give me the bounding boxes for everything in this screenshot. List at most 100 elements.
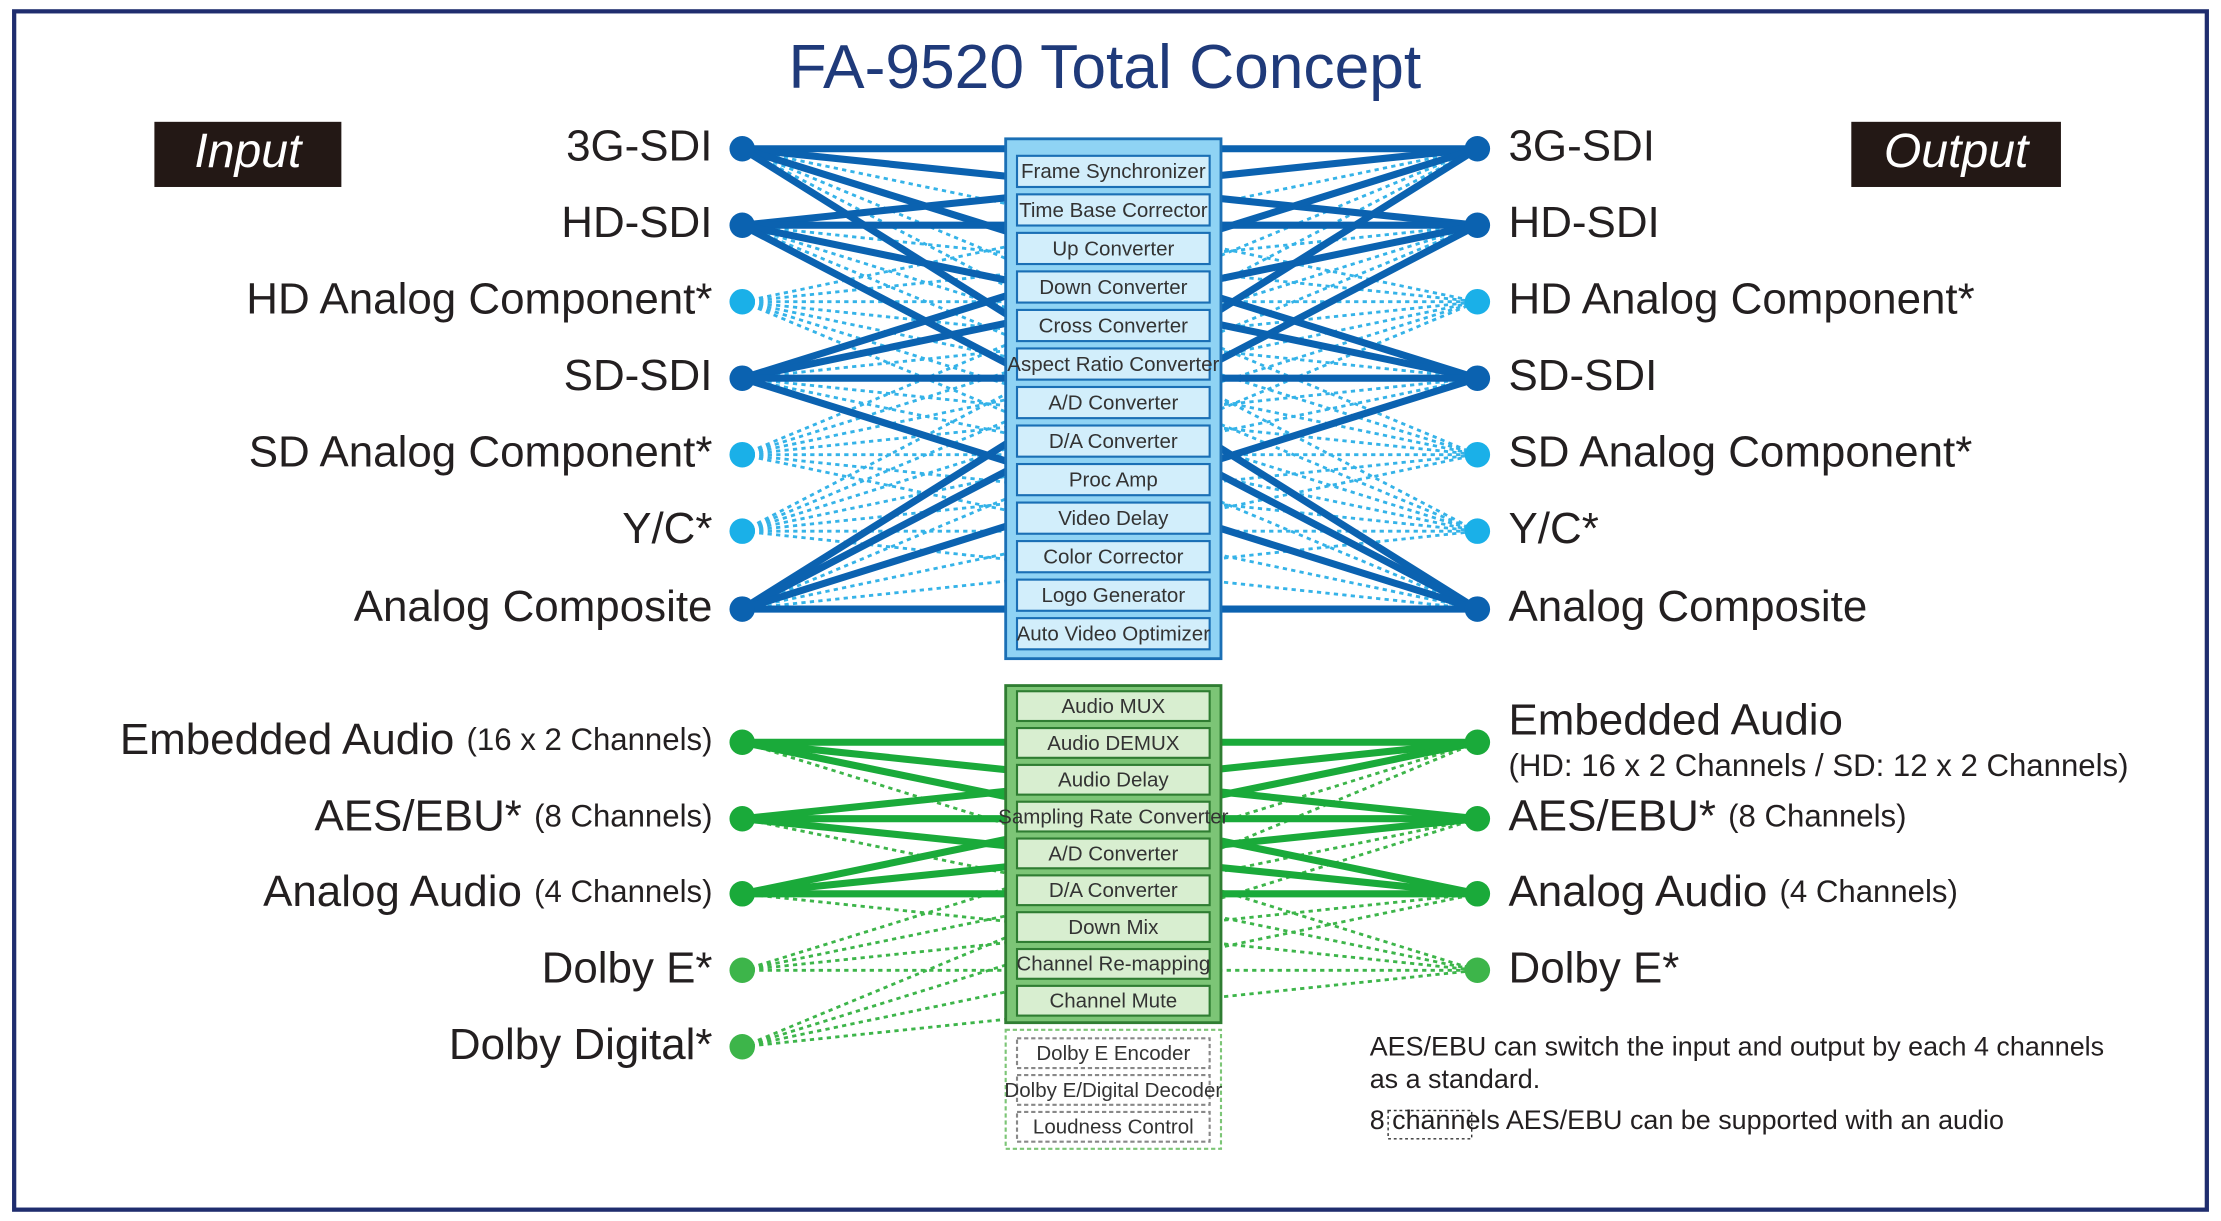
function-box — [1015, 154, 1211, 189]
node-name: Y/C* — [1509, 504, 1599, 553]
function-box — [1015, 874, 1211, 907]
node-sub: (HD: 16 x 2 Channels / SD: 12 x 2 Channe… — [1509, 748, 2129, 783]
function-box — [1015, 424, 1211, 458]
function-label: Channel Mute — [1049, 990, 1177, 1013]
node — [729, 288, 755, 315]
connection — [741, 223, 1478, 533]
function-label: A/D Converter — [1048, 842, 1178, 865]
node-label: Analog Composite — [354, 582, 713, 631]
node — [729, 596, 755, 622]
node-name: SD Analog Component* — [1509, 427, 1973, 476]
node — [1464, 135, 1491, 162]
node — [1464, 288, 1491, 315]
node-label: Embedded Audio (16 x 2 Channels) — [120, 715, 713, 764]
function-box — [1015, 984, 1211, 1017]
function-label: Audio DEMUX — [1047, 732, 1180, 755]
function-label: Aspect Ratio Converter — [1007, 353, 1219, 376]
function-label: Logo Generator — [1041, 584, 1185, 607]
node — [1464, 518, 1491, 544]
node-name: Dolby E* — [1509, 943, 1680, 992]
function-label: Sampling Rate Converter — [998, 805, 1229, 828]
node-label: Y/C* — [1509, 504, 1599, 553]
node-name: Dolby Digital* — [449, 1019, 713, 1068]
node-sub: (16 x 2 Channels) — [467, 722, 713, 757]
function-box — [1015, 1037, 1211, 1070]
function-box — [1015, 270, 1211, 304]
node-sub: (8 Channels) — [1728, 799, 1906, 834]
function-label: A/D Converter — [1048, 391, 1178, 414]
node-name: 3G-SDI — [1509, 121, 1655, 170]
node — [1464, 441, 1491, 468]
note: AES/EBU can switch the input and output … — [1370, 1031, 2104, 1061]
node-name: Analog Composite — [1509, 582, 1868, 631]
function-box — [1015, 617, 1211, 651]
node — [729, 441, 755, 468]
node-name: HD Analog Component* — [1509, 274, 1975, 323]
function-label: Dolby E Encoder — [1036, 1042, 1190, 1065]
function-box — [1015, 800, 1211, 833]
node — [729, 881, 755, 907]
connection — [741, 147, 1478, 456]
node-label: HD Analog Component* — [246, 274, 712, 323]
node-label: HD-SDI — [561, 198, 712, 247]
node-label: 3G-SDI — [1509, 121, 1655, 170]
function-box — [1015, 231, 1211, 266]
function-box — [1015, 727, 1211, 759]
function-box — [1015, 193, 1211, 227]
node — [1464, 729, 1491, 755]
input-badge — [154, 121, 342, 187]
function-box — [1015, 911, 1211, 944]
function-label: Frame Synchronizer — [1021, 160, 1206, 183]
node — [729, 805, 755, 832]
node-label: Analog Composite — [1509, 582, 1868, 631]
node — [729, 212, 755, 238]
node — [1464, 365, 1491, 391]
function-box — [1015, 1110, 1211, 1143]
function-label: Loudness Control — [1033, 1116, 1194, 1139]
node-sub: (8 Channels) — [534, 799, 712, 834]
node — [1464, 881, 1491, 907]
node-label: Dolby E* — [542, 943, 713, 992]
node-sub: (4 Channels) — [534, 874, 712, 909]
function-label: Proc Amp — [1069, 468, 1158, 491]
node — [729, 957, 755, 984]
function-box — [1015, 308, 1211, 343]
node-label: Y/C* — [622, 504, 712, 553]
node-name: SD-SDI — [1509, 351, 1658, 400]
node — [729, 518, 755, 544]
content: 3G-SDI HD-SDI HD Analog Component* SD-SDI SD… — [120, 121, 2129, 1143]
node — [1464, 957, 1491, 984]
node-name: Analog Audio — [263, 866, 522, 915]
node-label: Analog Audio (4 Channels) — [263, 866, 712, 915]
function-label: Down Mix — [1068, 916, 1159, 939]
output-badge — [1851, 121, 2061, 187]
connection — [741, 740, 1478, 1049]
node — [729, 729, 755, 755]
node-name: SD Analog Component* — [249, 427, 713, 476]
dashed-box — [1387, 1109, 1473, 1140]
function-box — [1015, 947, 1211, 980]
function-box — [1015, 501, 1211, 535]
function-label: Audio MUX — [1061, 695, 1165, 718]
node-name: Embedded Audio — [1509, 695, 1843, 744]
connection — [741, 300, 1478, 611]
node-name: Analog Audio — [1509, 866, 1768, 915]
output-label: Output — [1884, 124, 2031, 178]
input-label: Input — [194, 124, 304, 178]
node-name: HD Analog Component* — [246, 274, 712, 323]
function-label: Channel Re-mapping — [1016, 953, 1210, 976]
node-name: SD-SDI — [564, 351, 713, 400]
node-name: AES/EBU* — [1509, 791, 1716, 840]
node-name: 3G-SDI — [566, 121, 712, 170]
node-label: Dolby E* — [1509, 943, 1680, 992]
node-sub: (4 Channels) — [1780, 874, 1958, 909]
node — [1464, 212, 1491, 238]
function-label: Video Delay — [1058, 507, 1169, 530]
function-label: D/A Converter — [1049, 879, 1178, 902]
node-label: HD-SDI — [1509, 198, 1660, 247]
node-label: SD-SDI — [1509, 351, 1658, 400]
function-label: Down Converter — [1039, 276, 1187, 299]
node-label: Embedded Audio — [1509, 695, 1843, 744]
node-name: Y/C* — [622, 504, 712, 553]
